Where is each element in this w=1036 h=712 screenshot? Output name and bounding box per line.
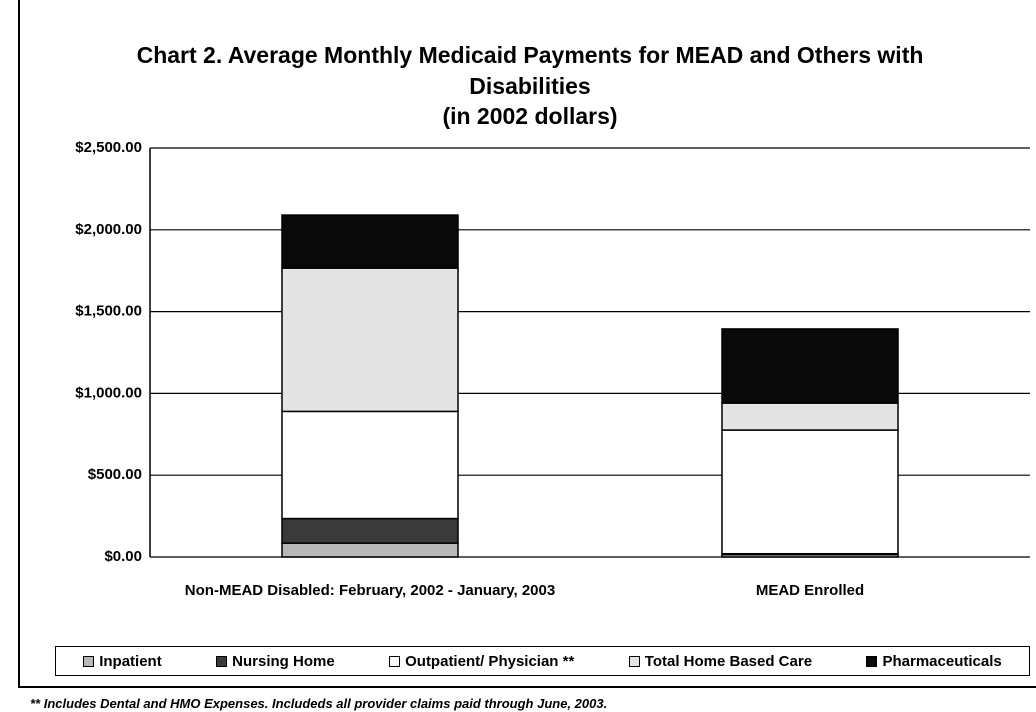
legend-swatch	[83, 655, 95, 667]
bar-segment	[721, 402, 899, 431]
x-tick-label: MEAD Enrolled	[755, 582, 865, 599]
bar-segment	[721, 429, 899, 555]
y-tick-label: $2,000.00	[75, 221, 142, 238]
y-tick-label: $1,500.00	[75, 303, 142, 320]
legend-item: Outpatient/ Physician **	[389, 653, 574, 670]
chart-title: Chart 2. Average Monthly Medicaid Paymen…	[136, 42, 924, 99]
bar-segment	[721, 328, 899, 404]
legend-label: Nursing Home	[232, 652, 335, 670]
y-tick-label: $1,000.00	[75, 384, 142, 401]
legend-swatch	[866, 655, 878, 667]
legend-label: Total Home Based Care	[644, 652, 813, 670]
bar-segment	[281, 410, 459, 520]
legend-item: Pharmaceuticals	[866, 652, 1002, 670]
legend-label: Inpatient	[99, 652, 162, 670]
legend-swatch	[389, 655, 401, 667]
bar-segment	[281, 542, 459, 558]
chart-subtitle: (in 2002 dollars)	[442, 103, 618, 129]
y-tick-label: $500.00	[88, 466, 142, 483]
chart-frame	[18, 0, 1036, 688]
x-tick-label: Non-MEAD Disabled: February, 2002 - Janu…	[184, 582, 556, 599]
legend-item: Total Home Based Care	[628, 652, 813, 670]
legend-swatch	[628, 655, 640, 667]
legend-item: Nursing Home	[216, 653, 335, 670]
legend: Inpatient Nursing Home Outpatient/ Physici…	[55, 646, 1030, 676]
legend-item: Inpatient	[83, 653, 162, 670]
footnote: ** Includes Dental and HMO Expenses. Inc…	[30, 696, 608, 711]
bar-segment	[281, 214, 459, 269]
legend-swatch	[216, 655, 228, 667]
y-tick-label: $0.00	[104, 548, 142, 565]
bar-segment	[281, 517, 459, 544]
y-tick-label: $2,500.00	[75, 139, 142, 156]
legend-label: Outpatient/ Physician **	[405, 652, 575, 670]
bar-segment	[281, 267, 459, 413]
legend-label: Pharmaceuticals	[882, 652, 1002, 670]
